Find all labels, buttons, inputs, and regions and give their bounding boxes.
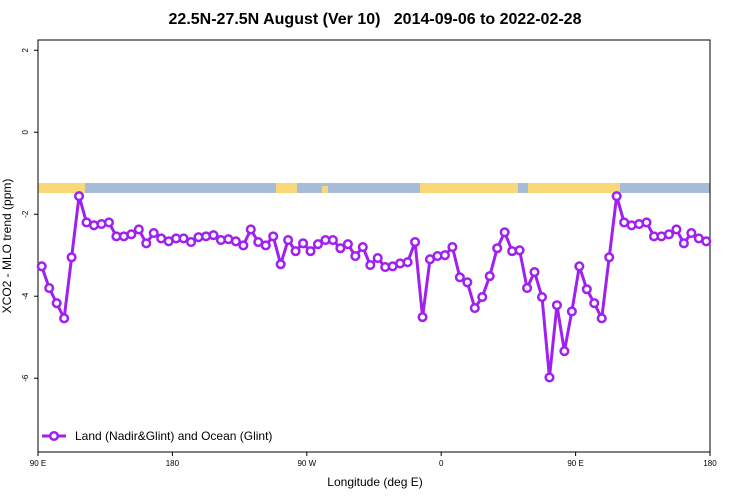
x-tick-label: 90 E <box>567 459 583 468</box>
data-point <box>589 298 600 309</box>
data-point <box>268 231 279 242</box>
data-point <box>559 346 570 357</box>
data-point <box>36 261 47 272</box>
data-point <box>51 298 62 309</box>
data-point <box>611 191 622 202</box>
data-point <box>447 241 458 253</box>
y-tick-label: 2 <box>21 47 30 52</box>
land-band <box>322 186 328 193</box>
data-point <box>499 227 510 238</box>
series-line <box>40 194 707 379</box>
data-point <box>663 229 674 240</box>
land-band <box>420 183 518 193</box>
y-tick-label: -6 <box>21 374 30 382</box>
data-point <box>671 224 682 235</box>
y-tick-label: 0 <box>21 129 30 134</box>
ocean-band <box>38 183 710 193</box>
data-point <box>462 277 473 288</box>
data-point <box>701 236 712 247</box>
data-point <box>327 235 338 246</box>
data-point <box>372 253 383 264</box>
data-point <box>260 240 271 251</box>
legend: Land (Nadir&Glint) and Ocean (Glint) <box>42 429 272 443</box>
data-point <box>44 282 55 294</box>
data-point <box>536 291 548 303</box>
data-point <box>544 372 555 383</box>
data-point <box>66 252 77 263</box>
data-point <box>298 238 309 249</box>
data-point <box>417 312 428 323</box>
data-point <box>484 271 495 282</box>
data-point <box>133 224 144 235</box>
data-point <box>641 217 652 228</box>
data-point <box>275 259 286 270</box>
x-tick-label: 90 E <box>30 459 46 468</box>
land-band <box>38 183 85 193</box>
x-axis-label: Longitude (deg E) <box>327 475 422 489</box>
data-point <box>574 261 585 272</box>
data-point <box>492 243 503 254</box>
data-point <box>566 306 577 317</box>
data-point <box>469 303 480 314</box>
data-point <box>283 235 294 246</box>
data-point <box>305 246 316 257</box>
data-point <box>454 272 465 283</box>
data-point <box>522 282 533 294</box>
land-band <box>528 183 620 193</box>
data-point <box>551 300 562 311</box>
data-point <box>350 250 361 262</box>
land-band <box>276 183 297 193</box>
chart-title: 22.5N-27.5N August (Ver 10) 2014-09-06 t… <box>169 11 582 28</box>
plot-frame <box>37 39 711 453</box>
data-point <box>148 228 159 239</box>
legend-label: Land (Nadir&Glint) and Ocean (Glint) <box>75 429 272 443</box>
y-tick-label: -4 <box>21 292 30 300</box>
data-point <box>604 252 615 263</box>
y-tick-label: -2 <box>21 210 30 218</box>
data-point <box>342 239 353 250</box>
data-point <box>335 243 346 254</box>
data-point <box>686 228 697 239</box>
data-point <box>74 191 85 202</box>
data-point <box>290 246 301 257</box>
data-point <box>312 239 324 250</box>
data-point <box>514 245 525 256</box>
data-point <box>357 241 368 253</box>
land-ocean-strip <box>38 183 710 193</box>
data-point <box>103 217 114 228</box>
data-point <box>208 230 219 241</box>
data-point <box>186 237 197 248</box>
data-point <box>678 238 689 249</box>
data-point <box>230 236 241 247</box>
data-point <box>141 238 152 249</box>
data-point <box>126 229 137 240</box>
data-point <box>365 260 376 271</box>
x-tick-label: 180 <box>703 459 717 468</box>
y-axis-label: XCO2 - MLO trend (ppm) <box>0 179 14 314</box>
data-point <box>245 224 256 235</box>
data-point <box>410 237 421 248</box>
data-point <box>178 233 189 244</box>
data-point <box>581 284 592 295</box>
data-point <box>238 240 249 251</box>
data-point <box>59 313 70 324</box>
data-point <box>439 250 450 261</box>
x-tick-label: 0 <box>439 459 444 468</box>
x-tick-label: 180 <box>166 459 180 468</box>
data-point <box>402 257 413 268</box>
x-tick-label: 90 W <box>297 459 316 468</box>
data-point <box>596 313 607 324</box>
data-point <box>529 266 540 278</box>
legend-marker <box>48 430 60 442</box>
data-point <box>477 291 488 303</box>
